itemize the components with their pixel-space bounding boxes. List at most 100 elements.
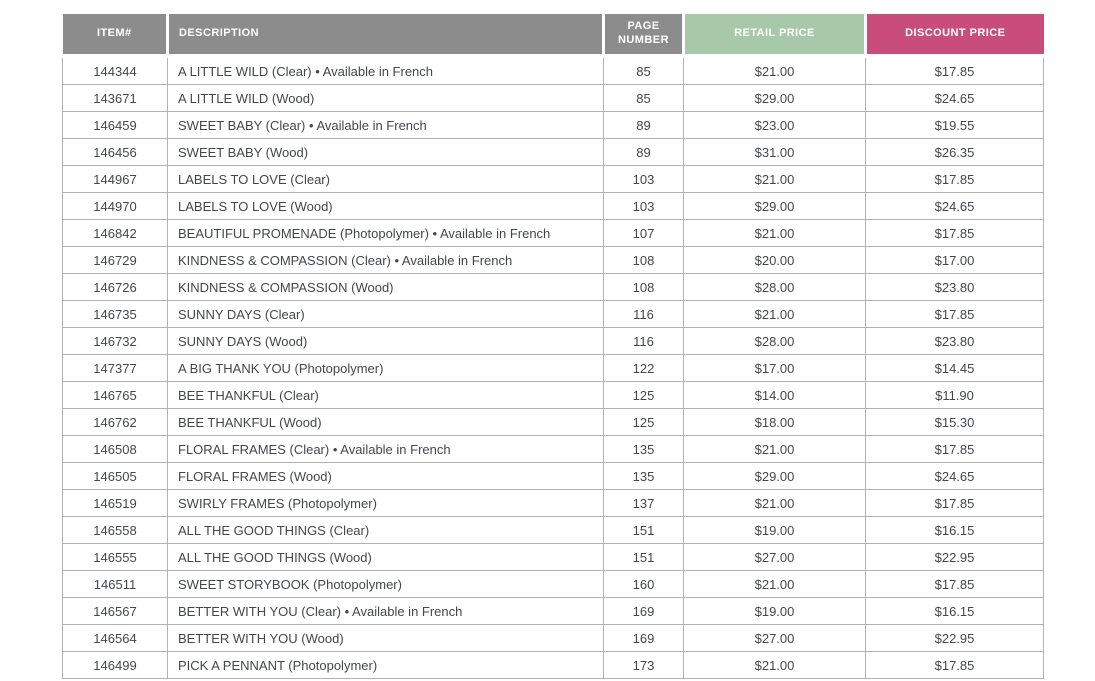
discount-price-cell: $17.85 [866, 490, 1044, 517]
discount-price-cell: $17.85 [866, 571, 1044, 598]
item-cell: 146729 [63, 247, 168, 274]
column-header-description: DESCRIPTION [168, 14, 604, 56]
item-cell: 147377 [63, 355, 168, 382]
column-header-item: ITEM# [63, 14, 168, 56]
page-number-cell: 89 [604, 139, 684, 166]
description-cell: BETTER WITH YOU (Wood) [168, 625, 604, 652]
page-number-cell: 85 [604, 56, 684, 85]
item-cell: 146762 [63, 409, 168, 436]
discount-price-cell: $23.80 [866, 274, 1044, 301]
description-cell: SWEET BABY (Clear) • Available in French [168, 112, 604, 139]
retail-price-cell: $21.00 [684, 571, 866, 598]
discount-price-cell: $17.85 [866, 56, 1044, 85]
page-number-cell: 85 [604, 85, 684, 112]
item-cell: 146765 [63, 382, 168, 409]
discount-price-cell: $16.15 [866, 517, 1044, 544]
page-number-cell: 108 [604, 247, 684, 274]
table-row: 146555ALL THE GOOD THINGS (Wood)151$27.0… [63, 544, 1044, 571]
discount-price-cell: $17.00 [866, 247, 1044, 274]
table-row: 146735SUNNY DAYS (Clear)116$21.00$17.85 [63, 301, 1044, 328]
table-row: 144344A LITTLE WILD (Clear) • Available … [63, 56, 1044, 85]
retail-price-cell: $23.00 [684, 112, 866, 139]
item-cell: 146842 [63, 220, 168, 247]
retail-price-cell: $27.00 [684, 544, 866, 571]
description-cell: SWIRLY FRAMES (Photopolymer) [168, 490, 604, 517]
page-number-cell: 151 [604, 517, 684, 544]
item-cell: 146511 [63, 571, 168, 598]
item-cell: 146456 [63, 139, 168, 166]
page-number-cell: 108 [604, 274, 684, 301]
retail-price-cell: $31.00 [684, 139, 866, 166]
description-cell: LABELS TO LOVE (Wood) [168, 193, 604, 220]
description-cell: BEE THANKFUL (Wood) [168, 409, 604, 436]
description-cell: A BIG THANK YOU (Photopolymer) [168, 355, 604, 382]
table-row: 146765BEE THANKFUL (Clear)125$14.00$11.9… [63, 382, 1044, 409]
page-number-cell: 160 [604, 571, 684, 598]
retail-price-cell: $18.00 [684, 409, 866, 436]
page-number-cell: 89 [604, 112, 684, 139]
item-cell: 144967 [63, 166, 168, 193]
item-cell: 146508 [63, 436, 168, 463]
item-cell: 146555 [63, 544, 168, 571]
retail-price-cell: $21.00 [684, 436, 866, 463]
page-number-cell: 116 [604, 328, 684, 355]
item-cell: 143671 [63, 85, 168, 112]
table-row: 146558ALL THE GOOD THINGS (Clear)151$19.… [63, 517, 1044, 544]
discount-price-cell: $17.85 [866, 301, 1044, 328]
column-header-page-number: PAGE NUMBER [604, 14, 684, 56]
table-body: 144344A LITTLE WILD (Clear) • Available … [63, 56, 1044, 679]
column-header-discount-price: DISCOUNT PRICE [866, 14, 1044, 56]
header-row: ITEM# DESCRIPTION PAGE NUMBER RETAIL PRI… [63, 14, 1044, 56]
retail-price-cell: $19.00 [684, 517, 866, 544]
table-row: 146762BEE THANKFUL (Wood)125$18.00$15.30 [63, 409, 1044, 436]
description-cell: ALL THE GOOD THINGS (Clear) [168, 517, 604, 544]
table-row: 146508FLORAL FRAMES (Clear) • Available … [63, 436, 1044, 463]
discount-price-cell: $16.15 [866, 598, 1044, 625]
retail-price-cell: $27.00 [684, 625, 866, 652]
page-number-cell: 173 [604, 652, 684, 679]
description-cell: BETTER WITH YOU (Clear) • Available in F… [168, 598, 604, 625]
page-number-cell: 103 [604, 193, 684, 220]
discount-price-cell: $24.65 [866, 85, 1044, 112]
discount-price-cell: $19.55 [866, 112, 1044, 139]
discount-price-cell: $24.65 [866, 463, 1044, 490]
retail-price-cell: $21.00 [684, 490, 866, 517]
page-number-cell: 116 [604, 301, 684, 328]
table-row: 146499PICK A PENNANT (Photopolymer)173$2… [63, 652, 1044, 679]
item-cell: 146567 [63, 598, 168, 625]
table-header: ITEM# DESCRIPTION PAGE NUMBER RETAIL PRI… [63, 14, 1044, 56]
description-cell: SWEET BABY (Wood) [168, 139, 604, 166]
description-cell: PICK A PENNANT (Photopolymer) [168, 652, 604, 679]
page-number-cell: 137 [604, 490, 684, 517]
description-cell: LABELS TO LOVE (Clear) [168, 166, 604, 193]
discount-price-cell: $11.90 [866, 382, 1044, 409]
retail-price-cell: $21.00 [684, 56, 866, 85]
item-cell: 146735 [63, 301, 168, 328]
description-cell: BEE THANKFUL (Clear) [168, 382, 604, 409]
item-cell: 146519 [63, 490, 168, 517]
item-cell: 146564 [63, 625, 168, 652]
table-row: 146729KINDNESS & COMPASSION (Clear) • Av… [63, 247, 1044, 274]
description-cell: A LITTLE WILD (Clear) • Available in Fre… [168, 56, 604, 85]
retail-price-cell: $21.00 [684, 166, 866, 193]
retail-price-cell: $28.00 [684, 328, 866, 355]
item-cell: 144970 [63, 193, 168, 220]
table-row: 144970LABELS TO LOVE (Wood)103$29.00$24.… [63, 193, 1044, 220]
discount-price-cell: $26.35 [866, 139, 1044, 166]
page-number-cell: 169 [604, 598, 684, 625]
item-cell: 146726 [63, 274, 168, 301]
item-cell: 146499 [63, 652, 168, 679]
retail-price-cell: $21.00 [684, 301, 866, 328]
table-row: 146732SUNNY DAYS (Wood)116$28.00$23.80 [63, 328, 1044, 355]
table-row: 146456SWEET BABY (Wood)89$31.00$26.35 [63, 139, 1044, 166]
page: ITEM# DESCRIPTION PAGE NUMBER RETAIL PRI… [0, 0, 1095, 681]
page-number-cell: 169 [604, 625, 684, 652]
table-row: 147377A BIG THANK YOU (Photopolymer)122$… [63, 355, 1044, 382]
description-cell: FLORAL FRAMES (Clear) • Available in Fre… [168, 436, 604, 463]
page-number-cell: 151 [604, 544, 684, 571]
discount-price-cell: $23.80 [866, 328, 1044, 355]
page-number-cell: 135 [604, 463, 684, 490]
discount-price-cell: $22.95 [866, 625, 1044, 652]
discount-price-cell: $14.45 [866, 355, 1044, 382]
table-row: 144967LABELS TO LOVE (Clear)103$21.00$17… [63, 166, 1044, 193]
